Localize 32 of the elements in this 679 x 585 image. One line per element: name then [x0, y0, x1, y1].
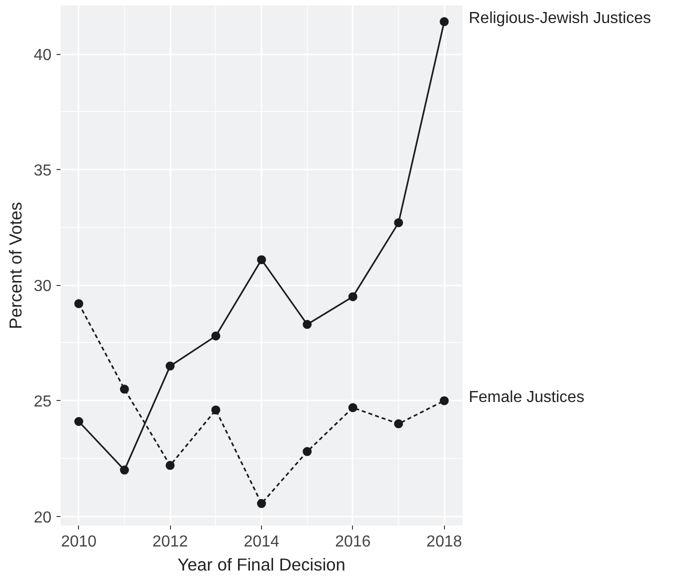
x-tick-label: 2018	[426, 534, 462, 550]
point	[166, 362, 175, 371]
series-label: Female Justices	[468, 389, 584, 406]
point	[348, 292, 358, 302]
y-tick-label: 40	[34, 47, 52, 64]
point	[348, 403, 358, 412]
point	[74, 417, 84, 426]
y-tick-label: 25	[34, 394, 52, 411]
point	[302, 320, 312, 329]
point	[394, 218, 404, 228]
x-tick-label: 2012	[152, 534, 188, 550]
y-tick-label: 30	[34, 278, 52, 296]
x-tick-label: 2016	[335, 534, 371, 550]
point	[74, 299, 84, 308]
point	[120, 466, 129, 475]
point	[211, 331, 220, 340]
point	[394, 419, 404, 428]
point	[440, 396, 449, 406]
y-tick-label: 35	[34, 162, 52, 180]
x-axis-title: Year of Final Decision	[178, 554, 346, 574]
point	[257, 499, 266, 508]
y-axis-title: Percent of Votes	[6, 202, 26, 330]
point	[257, 255, 266, 264]
point	[302, 447, 312, 456]
point	[211, 405, 220, 414]
x-tick-label: 2014	[244, 534, 280, 550]
x-tick-label: 2010	[60, 534, 97, 550]
series-label: Religious-Jewish Justices	[468, 10, 652, 28]
point	[440, 17, 449, 26]
point	[166, 460, 175, 470]
y-tick-label: 20	[34, 509, 52, 526]
point	[120, 384, 129, 394]
